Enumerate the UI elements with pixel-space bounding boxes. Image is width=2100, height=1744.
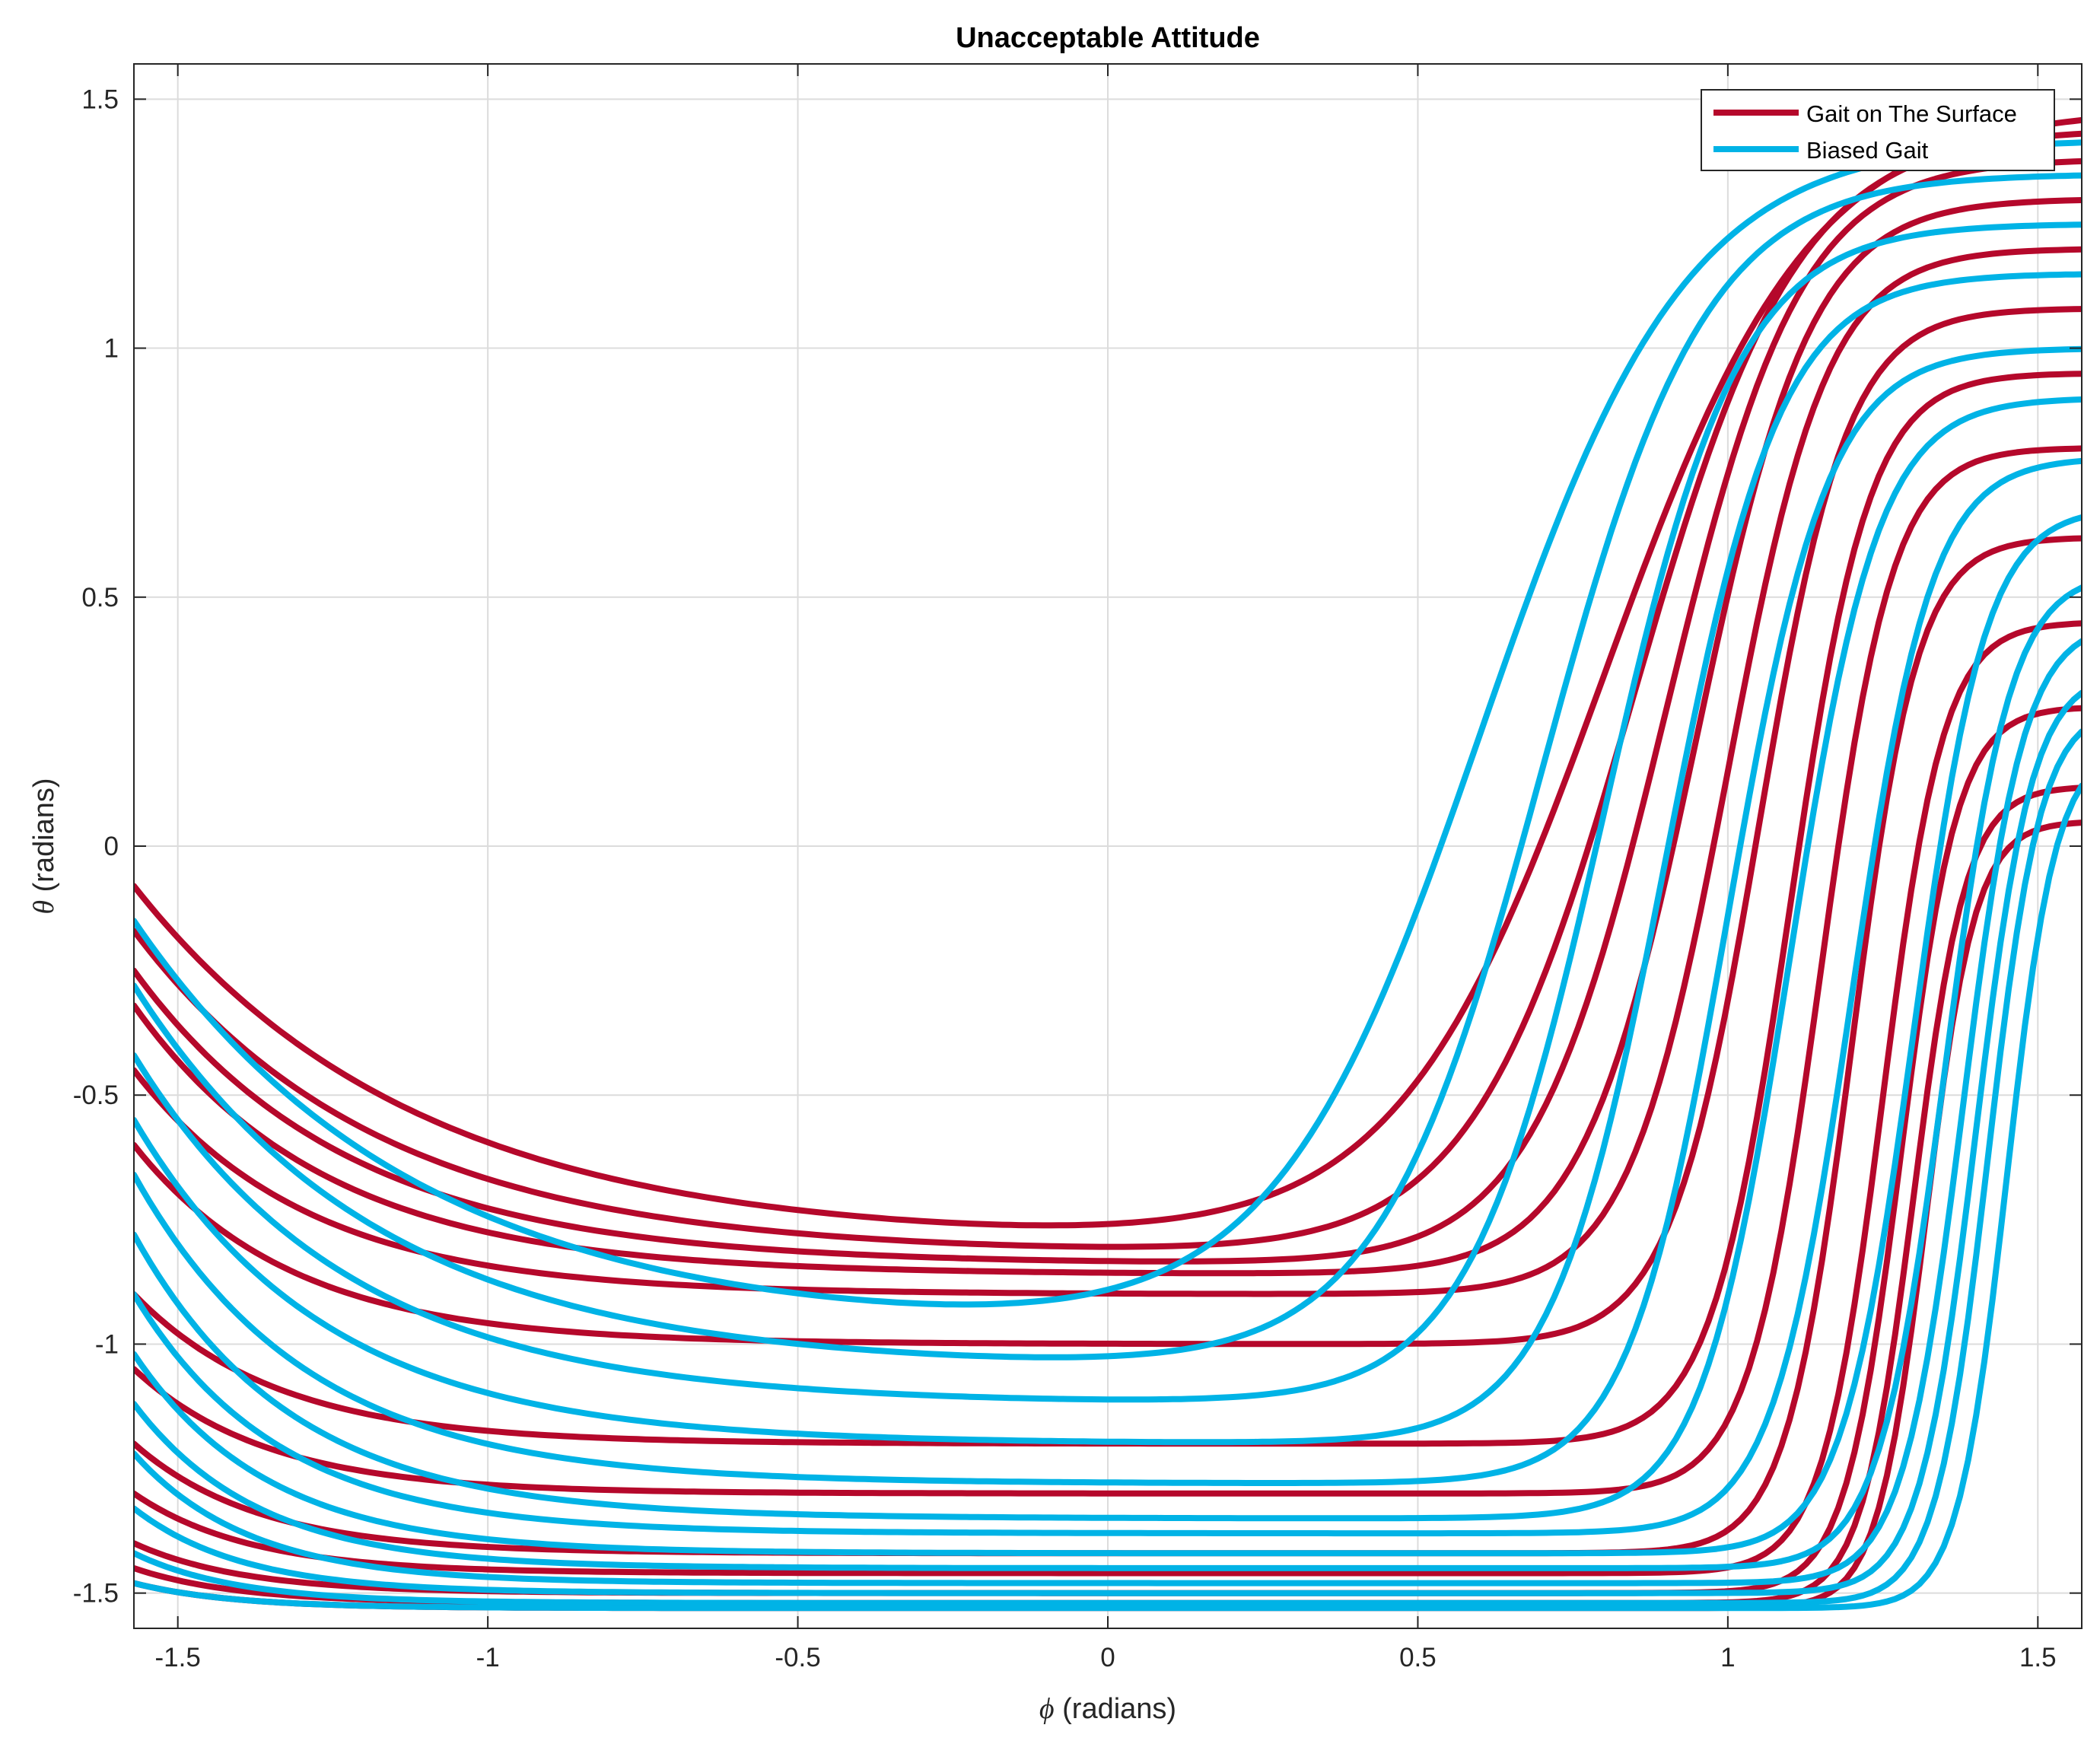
legend-box	[1701, 89, 2055, 171]
line-biased-gait-12	[134, 782, 2082, 1612]
x-tick-label: 1.5	[2019, 1643, 2057, 1672]
y-tick-label: 0.5	[81, 583, 119, 613]
line-biased-gait-9	[134, 638, 2082, 1586]
line-gait-on-the-surface-9	[134, 620, 2082, 1577]
line-biased-gait-4	[134, 345, 2082, 1486]
x-tick-label: -1.5	[155, 1643, 201, 1672]
line-biased-gait-1	[134, 172, 2082, 1361]
y-tick-labels: -1.5 -1 -0.5 0 0.5 1 1.5	[73, 84, 119, 1608]
x-axis-label: ϕ (radians)	[1039, 1693, 1176, 1725]
x-tick-label: 0.5	[1399, 1643, 1437, 1672]
y-tick-label: 0	[104, 832, 119, 861]
x-tick-label: 1	[1720, 1643, 1735, 1672]
y-tick-label: -1.5	[73, 1579, 119, 1609]
line-biased-gait-2	[134, 221, 2082, 1403]
line-gait-on-the-surface-5	[134, 306, 2082, 1348]
line-gait-on-the-surface-4	[134, 246, 2082, 1297]
legend-label-biased-gait: Biased Gait	[1806, 137, 1929, 164]
x-tick-label: 0	[1100, 1643, 1115, 1672]
line-gait-on-the-surface-0	[134, 116, 2082, 1229]
line-biased-gait-10	[134, 689, 2082, 1596]
y-tick-label: -1	[95, 1329, 119, 1359]
line-biased-gait-6	[134, 457, 2082, 1537]
y-tick-label: -0.5	[73, 1080, 119, 1110]
x-tick-label: -0.5	[775, 1643, 820, 1672]
series-group	[134, 116, 2082, 1612]
x-tick-label: -1	[476, 1643, 500, 1672]
y-tick-label: 1.5	[81, 84, 119, 114]
chart-title: Unacceptable Attitude	[956, 22, 1260, 54]
series-biased-gait	[134, 139, 2082, 1612]
y-axis-label: θ (radians)	[28, 778, 60, 914]
line-biased-gait-5	[134, 396, 2082, 1522]
y-tick-label: 1	[104, 334, 119, 364]
line-biased-gait-7	[134, 514, 2082, 1557]
line-biased-gait-8	[134, 584, 2082, 1571]
line-biased-gait-3	[134, 271, 2082, 1446]
line-biased-gait-11	[134, 728, 2082, 1606]
legend-label-gait-on-the-surface: Gait on The Surface	[1806, 100, 2017, 127]
legend: Gait on The Surface Biased Gait	[1701, 89, 2055, 171]
tick-marks	[134, 64, 2082, 1628]
x-tick-labels: -1.5 -1 -0.5 0 0.5 1 1.5	[155, 1643, 2057, 1672]
line-biased-gait-0	[134, 139, 2082, 1308]
